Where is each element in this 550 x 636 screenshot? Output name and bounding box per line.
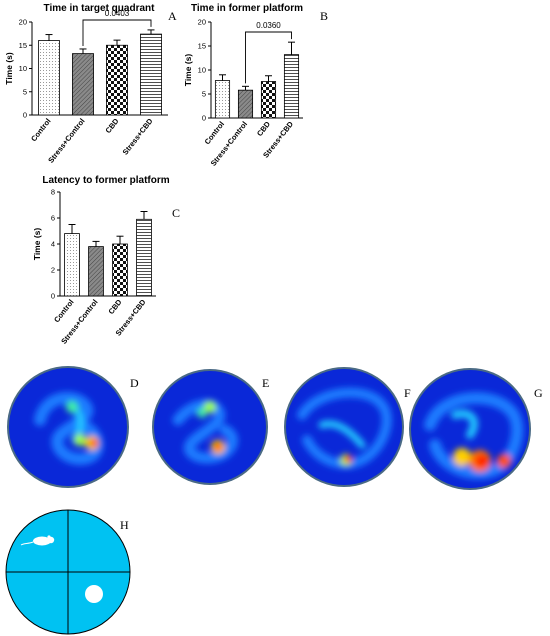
panel-label-c: C [172,206,180,220]
y-tick-label: 15 [19,41,27,50]
chart-time-in-target-quadrant: Time in target quadrant Time (s) 0 5 10 15 20 C… [4,3,168,165]
y-tick-label: 5 [202,90,206,99]
chart-title: Time in former platform [191,3,303,14]
bar [237,89,254,119]
significance-bracket [82,19,152,46]
x-tick-label: Control [203,120,227,147]
y-tick-label: 10 [198,66,206,75]
bar [38,40,60,116]
p-value-label: 0.0360 [256,21,281,30]
panel-label-g: G [534,386,543,400]
panel-label-b: B [320,9,328,23]
significance-bracket [245,31,292,84]
chart-title: Latency to former platform [42,175,169,186]
bar [64,233,80,297]
bar [72,53,94,116]
y-axis-label: Time (s) [32,228,42,261]
bar [140,33,162,116]
chart-time-in-former-platform: Time in former platform Time (s) 0 5 10 15 20 C… [183,3,303,168]
y-tick-label: 4 [51,240,55,249]
p-value-label: 0.0403 [105,9,130,18]
y-tick-label: 2 [51,266,55,275]
y-tick-label: 20 [198,18,206,27]
y-axis-label: Time (s) [183,54,193,87]
y-tick-label: 8 [51,188,55,197]
x-tick-label: CBD [255,119,272,138]
y-tick-label: 5 [23,87,27,96]
y-tick-label: 15 [198,42,206,51]
heatmap-d: D [7,366,139,488]
x-tick-label: Control [52,298,76,325]
mouse-icon [20,535,55,546]
bar [136,218,152,297]
bar [112,243,128,297]
svg-text:C: C [172,206,180,220]
panel-label-f: F [404,386,411,400]
panel-label-a: A [168,9,177,23]
platform [85,585,103,603]
x-tick-label: Stress+CBD [121,116,155,156]
y-tick-label: 20 [19,18,27,27]
svg-text:A: A [168,9,177,23]
x-tick-label: Control [29,117,53,144]
water-maze-diagram: H [5,509,131,635]
bar [260,81,277,119]
panel-label-e: E [262,376,269,390]
heatmap-g: G [409,368,543,490]
chart-latency-to-former-platform: Latency to former platform Time (s) 0 2 4 6 8 C… [32,175,170,346]
svg-text:B: B [320,9,328,23]
heatmap-e: E [152,369,269,485]
bar [283,54,300,119]
x-tick-label: CBD [106,297,123,316]
bar [214,80,231,119]
chart-title: Time in target quadrant [44,3,156,14]
x-tick-label: CBD [103,116,120,135]
y-tick-label: 6 [51,214,55,223]
panel-label-h: H [120,518,129,532]
y-tick-label: 10 [19,64,27,73]
panel-label-d: D [130,376,139,390]
y-tick-label: 0 [51,292,55,301]
y-tick-label: 0 [202,114,206,123]
bar [106,44,128,116]
bar [88,246,104,297]
y-tick-label: 0 [23,111,27,120]
y-axis-label: Time (s) [4,52,14,85]
heatmap-f: F [284,367,411,487]
x-tick-label: Stress+Control [46,117,86,165]
